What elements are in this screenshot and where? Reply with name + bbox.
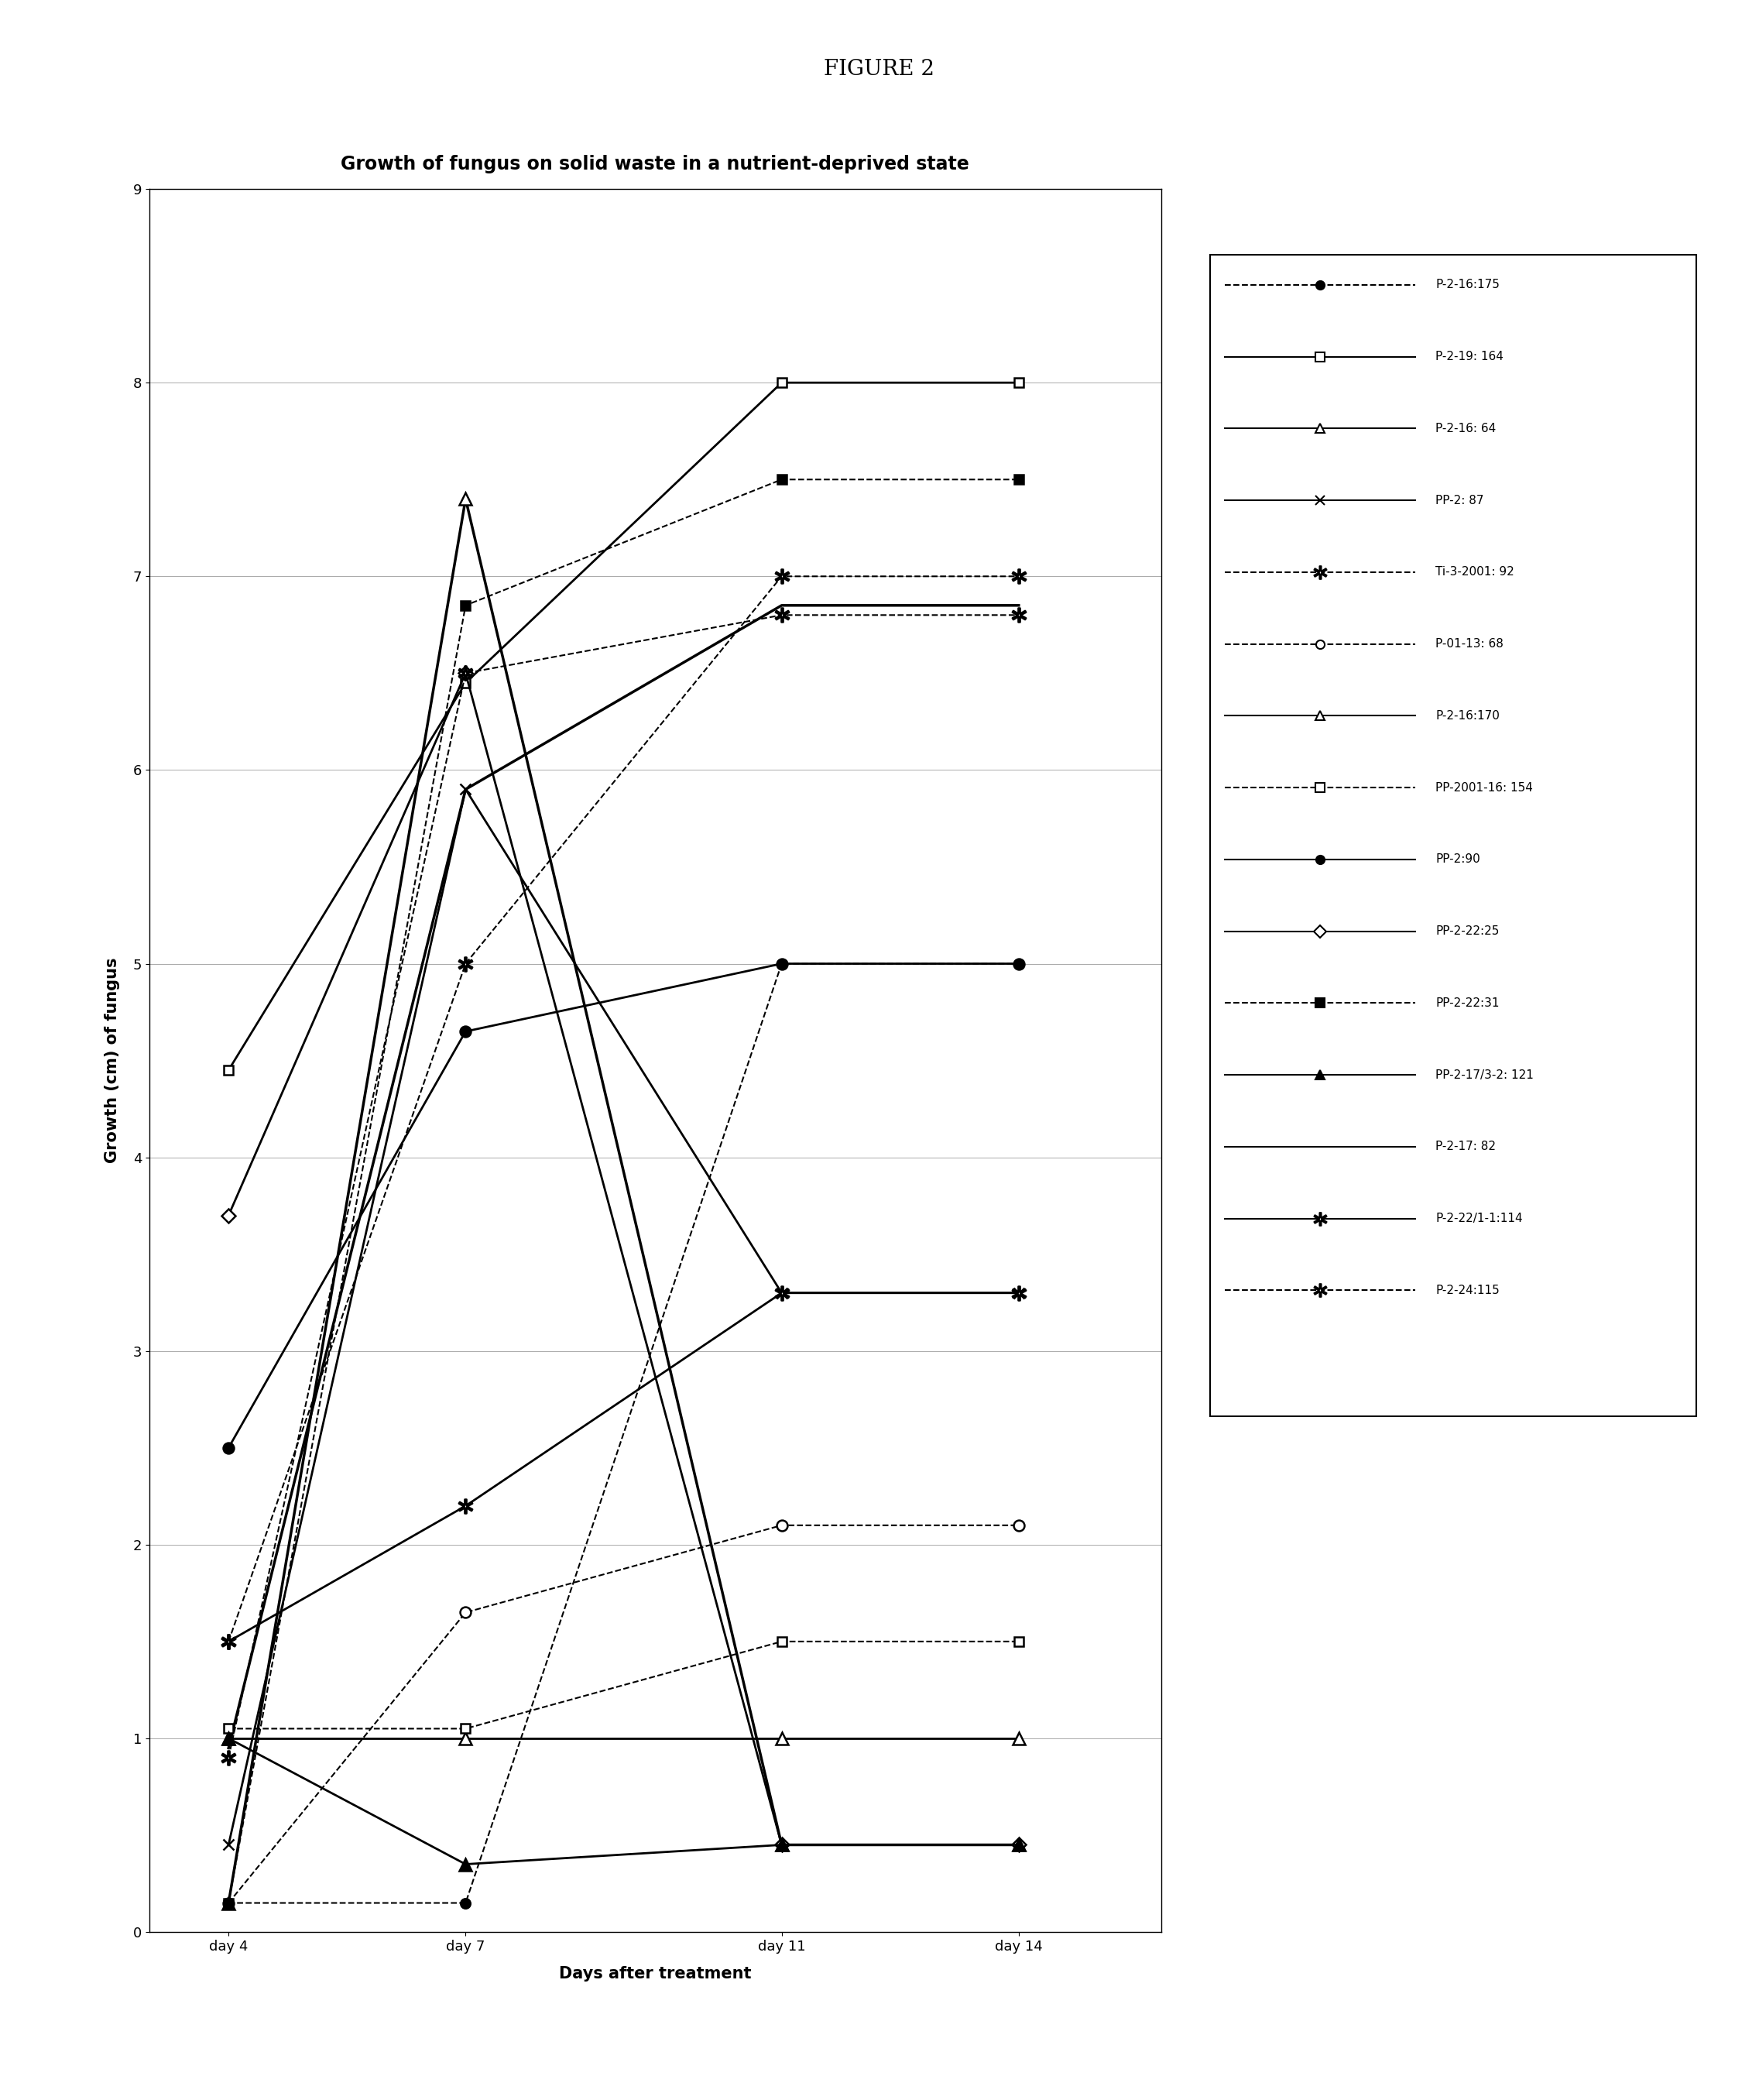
Y-axis label: Growth (cm) of fungus: Growth (cm) of fungus bbox=[106, 958, 120, 1163]
Text: P-2-24:115: P-2-24:115 bbox=[1435, 1285, 1500, 1296]
Text: FIGURE 2: FIGURE 2 bbox=[825, 59, 934, 80]
Text: P-2-19: 164: P-2-19: 164 bbox=[1435, 351, 1504, 363]
Text: P-2-17: 82: P-2-17: 82 bbox=[1435, 1140, 1495, 1153]
X-axis label: Days after treatment: Days after treatment bbox=[559, 1966, 751, 1982]
Text: P-01-13: 68: P-01-13: 68 bbox=[1435, 638, 1504, 649]
Text: PP-2-22:31: PP-2-22:31 bbox=[1435, 998, 1499, 1008]
Text: P-2-16:175: P-2-16:175 bbox=[1435, 279, 1500, 290]
Text: P-2-16:170: P-2-16:170 bbox=[1435, 710, 1500, 722]
Text: PP-2001-16: 154: PP-2001-16: 154 bbox=[1435, 781, 1534, 794]
Text: PP-2-17/3-2: 121: PP-2-17/3-2: 121 bbox=[1435, 1069, 1534, 1082]
Title: Growth of fungus on solid waste in a nutrient-deprived state: Growth of fungus on solid waste in a nut… bbox=[341, 155, 969, 174]
Text: PP-2:90: PP-2:90 bbox=[1435, 853, 1481, 865]
Text: P-2-22/1-1:114: P-2-22/1-1:114 bbox=[1435, 1212, 1523, 1224]
FancyBboxPatch shape bbox=[1210, 254, 1696, 1415]
Text: Ti-3-2001: 92: Ti-3-2001: 92 bbox=[1435, 567, 1514, 578]
Text: P-2-16: 64: P-2-16: 64 bbox=[1435, 422, 1497, 435]
Text: PP-2: 87: PP-2: 87 bbox=[1435, 493, 1485, 506]
Text: PP-2-22:25: PP-2-22:25 bbox=[1435, 926, 1499, 937]
